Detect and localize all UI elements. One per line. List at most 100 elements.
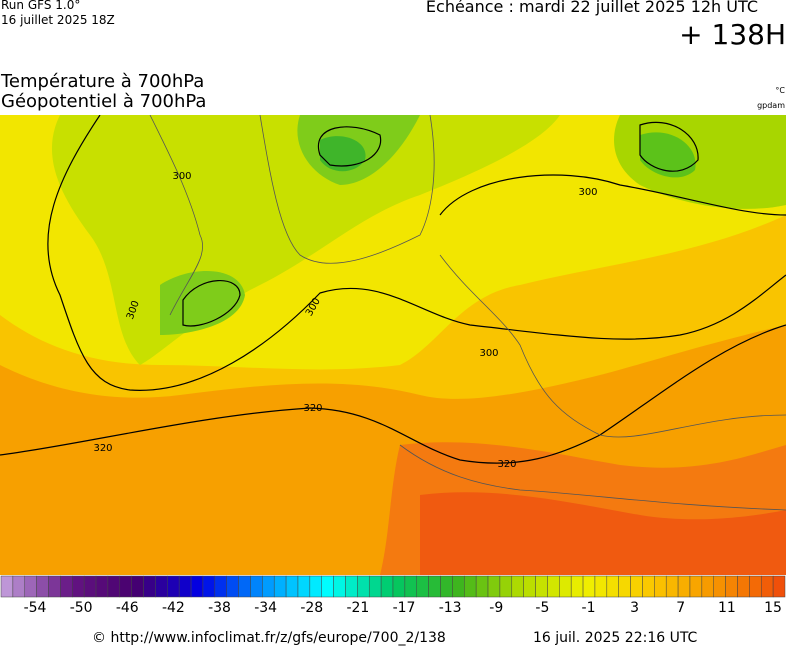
cold-core-atlantic	[160, 271, 245, 335]
color-swatch	[48, 575, 61, 598]
color-swatch	[178, 575, 192, 598]
color-swatch	[428, 575, 441, 598]
color-swatch	[535, 575, 548, 598]
contour-label: 320	[303, 403, 322, 414]
color-swatch	[582, 575, 596, 598]
color-swatch	[333, 575, 346, 598]
color-swatch	[190, 575, 204, 598]
unit-temperature: °C	[775, 86, 785, 95]
color-bar-tick-label: -34	[254, 600, 278, 616]
color-swatch	[238, 575, 251, 598]
color-swatch	[380, 575, 394, 598]
color-bar-tick-label: -50	[69, 600, 93, 616]
color-swatch	[273, 575, 287, 598]
contour-label: 320	[497, 459, 516, 470]
color-swatch	[440, 575, 453, 598]
color-swatch	[119, 575, 132, 598]
cold-core-center	[320, 136, 366, 172]
color-swatch	[226, 575, 239, 598]
color-swatch	[606, 575, 619, 598]
contour-low-north	[317, 126, 382, 167]
color-swatch	[155, 575, 168, 598]
contour-300	[47, 115, 786, 391]
color-bar-tick-label: -42	[161, 600, 185, 616]
color-bar-tick-label: -21	[346, 600, 370, 616]
unit-geopotential: gpdam	[757, 101, 785, 110]
color-bar-tick-label: -13	[438, 600, 462, 616]
color-swatch	[250, 575, 263, 598]
contour-label: 300	[479, 348, 498, 359]
color-swatch	[321, 575, 334, 598]
color-bar-tick-label: -9	[489, 600, 504, 616]
color-swatch	[547, 575, 560, 598]
contour-label: 300	[172, 171, 191, 182]
color-swatch	[309, 575, 322, 598]
color-swatch	[452, 575, 465, 598]
color-bar-tick-label: -38	[208, 600, 231, 616]
color-swatch	[511, 575, 524, 598]
run-date: 16 juillet 2025 18Z	[1, 13, 115, 27]
title-geopotential: Géopotentiel à 700hPa	[1, 91, 207, 112]
color-swatch	[618, 575, 631, 598]
color-swatch	[345, 575, 358, 598]
color-swatch	[689, 575, 703, 598]
color-swatch	[772, 575, 786, 598]
color-bar-tick-label: -17	[392, 600, 416, 616]
color-swatch	[297, 575, 311, 598]
coastlines	[149, 115, 786, 511]
color-swatch	[499, 575, 513, 598]
color-swatch	[72, 575, 85, 598]
color-swatch	[475, 575, 489, 598]
color-swatch	[523, 575, 536, 598]
color-swatch	[202, 575, 216, 598]
contour-low-east	[639, 121, 699, 172]
contour-label: 320	[93, 443, 112, 454]
color-swatch	[701, 575, 714, 598]
color-swatch	[0, 575, 14, 598]
color-swatch	[570, 575, 584, 598]
color-swatch	[167, 575, 180, 598]
color-swatch	[214, 575, 227, 598]
color-swatch	[357, 575, 370, 598]
color-bar-tick-label: -46	[115, 600, 139, 616]
color-swatch	[737, 575, 750, 598]
color-bar-tick-label: -5	[535, 600, 550, 616]
color-swatch	[749, 575, 762, 598]
run-label: Run GFS 1.0°	[1, 0, 81, 12]
color-bar-tick-label: 15	[764, 600, 782, 616]
color-swatch	[642, 575, 655, 598]
forecast-time: Echéance : mardi 22 juillet 2025 12h UTC	[425, 0, 758, 16]
color-swatch	[725, 575, 738, 598]
color-bar-tick-label: -54	[23, 600, 47, 616]
color-swatch	[12, 575, 26, 598]
color-swatch	[83, 575, 97, 598]
color-bar-tick-label: 11	[717, 600, 736, 616]
color-bar	[0, 575, 786, 598]
color-swatch	[416, 575, 429, 598]
color-swatch	[107, 575, 121, 598]
lead-time: + 138H	[679, 18, 786, 51]
color-swatch	[285, 575, 299, 598]
very-hot-zone	[420, 492, 786, 575]
color-swatch	[464, 575, 477, 598]
color-swatch	[487, 575, 501, 598]
color-swatch	[760, 575, 774, 598]
color-swatch	[368, 575, 382, 598]
color-swatch	[713, 575, 726, 598]
contours	[0, 115, 786, 464]
title-temperature: Température à 700hPa	[1, 71, 205, 92]
color-bar-ticks: -54 -50 -46 -42 -38 -34 -28 -21 -17 -13 -9 -5 -1 3 7 11…	[0, 600, 786, 620]
color-bar-tick-label: 3	[630, 600, 640, 616]
color-swatch	[262, 575, 275, 598]
color-swatch	[131, 575, 144, 598]
color-bar-tick-label: -28	[300, 600, 324, 616]
color-swatch	[654, 575, 667, 598]
color-swatch	[24, 575, 37, 598]
color-bar-tick-label: -1	[581, 600, 596, 616]
color-swatch	[559, 575, 572, 598]
color-swatch	[392, 575, 406, 598]
color-swatch	[36, 575, 49, 598]
color-swatch	[60, 575, 73, 598]
